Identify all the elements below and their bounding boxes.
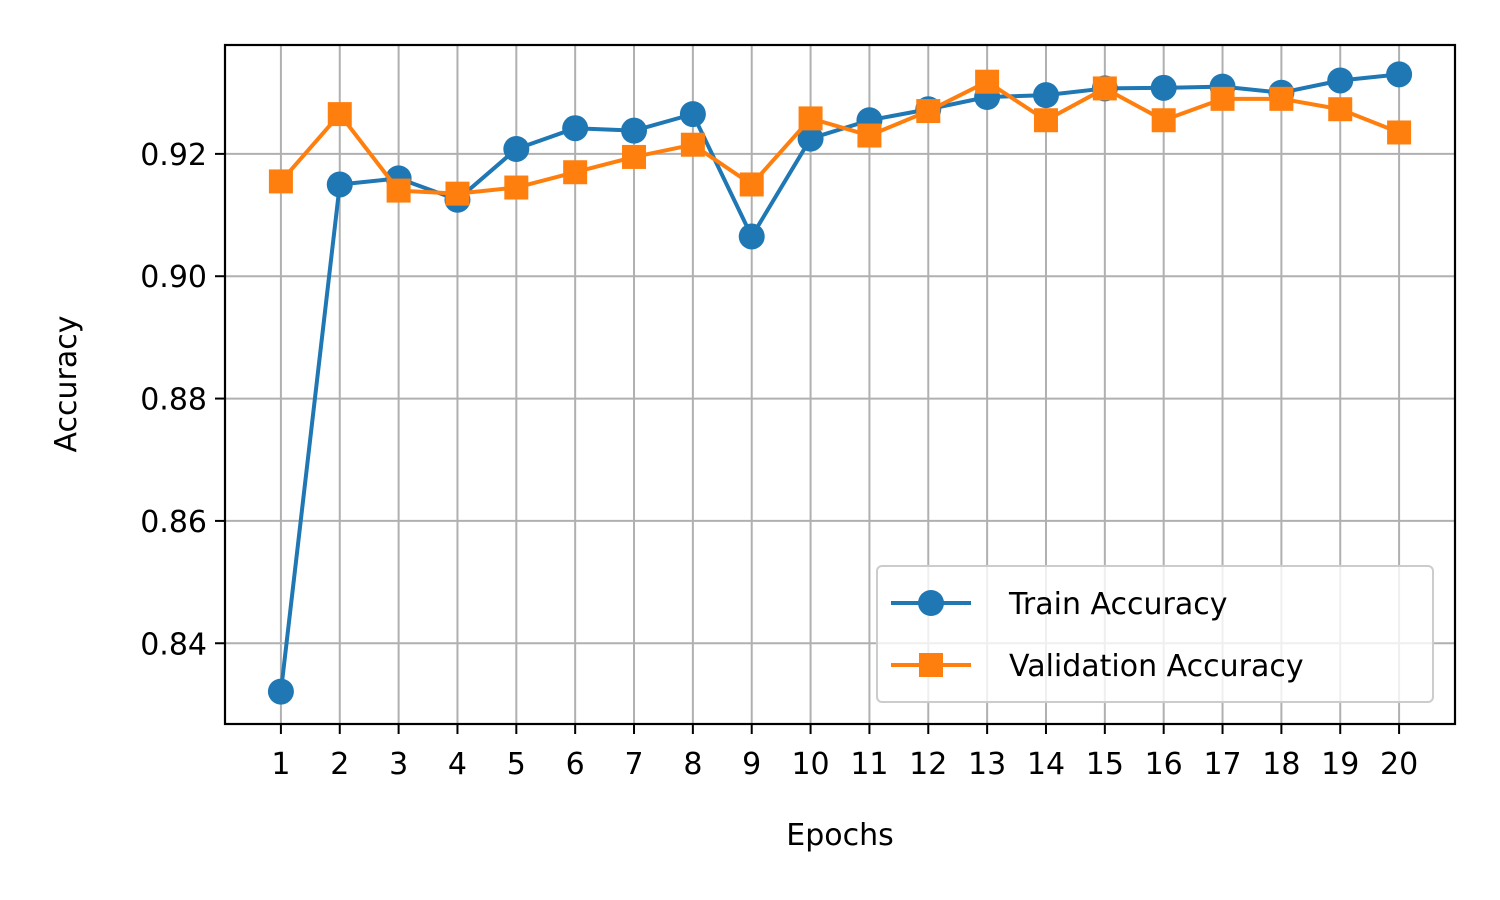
data-point-marker: [1151, 108, 1176, 133]
x-tick-label: 8: [683, 747, 702, 782]
data-point-marker: [739, 172, 764, 197]
data-point-marker: [1387, 120, 1412, 145]
data-point-marker: [797, 125, 824, 152]
x-tick-label: 5: [507, 747, 526, 782]
x-tick-label: 19: [1321, 747, 1359, 782]
x-tick-label: 10: [791, 747, 829, 782]
data-point-marker: [1033, 108, 1058, 133]
data-point-marker: [503, 135, 530, 162]
legend-entry: Train Accuracy: [891, 587, 1227, 622]
data-point-marker: [857, 123, 882, 148]
data-point-marker: [562, 115, 589, 142]
x-tick-label: 2: [330, 747, 349, 782]
data-point-marker: [1150, 74, 1177, 101]
y-tick-label: 0.86: [140, 505, 207, 540]
data-point-marker: [1092, 76, 1117, 101]
x-tick-label: 13: [968, 747, 1006, 782]
x-tick-label: 17: [1203, 747, 1241, 782]
data-point-marker: [1386, 61, 1413, 88]
data-point-marker: [1032, 82, 1059, 109]
y-axis-title: Accuracy: [49, 316, 84, 453]
plot-frame: [223, 43, 1457, 726]
data-point-marker: [679, 101, 706, 128]
series-validation-accuracy: [268, 69, 1412, 206]
data-point-marker: [386, 178, 411, 203]
x-axis-title: Epochs: [786, 818, 894, 853]
data-point-marker: [1210, 86, 1235, 111]
x-tick-label: 14: [1027, 747, 1065, 782]
legend-marker-swatch: [919, 653, 943, 677]
x-tick-label: 4: [448, 747, 467, 782]
data-point-marker: [326, 171, 353, 198]
legend-marker-swatch: [918, 590, 944, 616]
y-tick-label: 0.90: [140, 260, 207, 295]
y-tick-label: 0.92: [140, 138, 207, 173]
data-point-marker: [1269, 86, 1294, 111]
x-tick-label: 15: [1086, 747, 1124, 782]
data-point-marker: [622, 144, 647, 169]
legend-entry: Validation Accuracy: [891, 649, 1304, 684]
x-tick-label: 11: [850, 747, 888, 782]
data-point-marker: [445, 181, 470, 206]
x-tick-label: 1: [271, 747, 290, 782]
data-point-marker: [327, 102, 352, 127]
data-point-marker: [916, 99, 941, 124]
x-tick-label: 16: [1145, 747, 1183, 782]
x-tick-label: 6: [566, 747, 585, 782]
x-tick-label: 18: [1262, 747, 1300, 782]
x-tick-label: 9: [742, 747, 761, 782]
data-point-marker: [267, 678, 294, 705]
x-tick-label: 3: [389, 747, 408, 782]
x-tick-label: 7: [624, 747, 643, 782]
y-tick-label: 0.88: [140, 383, 207, 418]
x-tick-label: 12: [909, 747, 947, 782]
series-layer: [267, 61, 1413, 705]
legend-box: [876, 565, 1434, 703]
legend: Train Accuracy Validation Accuracy: [876, 565, 1434, 703]
data-point-marker: [268, 169, 293, 194]
data-point-marker: [798, 106, 823, 131]
data-point-marker: [1327, 67, 1354, 94]
data-point-marker: [680, 132, 705, 157]
data-point-marker: [975, 69, 1000, 94]
data-point-marker: [738, 223, 765, 250]
data-point-marker: [1328, 97, 1353, 122]
data-point-marker: [621, 117, 648, 144]
legend-label: Train Accuracy: [1008, 587, 1227, 622]
x-tick-label: 20: [1380, 747, 1418, 782]
data-point-marker: [504, 175, 529, 200]
legend-label: Validation Accuracy: [1009, 649, 1304, 684]
data-point-marker: [563, 160, 588, 185]
axis-ticks: 1 2 3 4 5 6 7 8 9 10 11 12 13 14 15 16 17 18 19 200.840.860…: [140, 138, 1418, 782]
y-tick-label: 0.84: [140, 627, 207, 662]
